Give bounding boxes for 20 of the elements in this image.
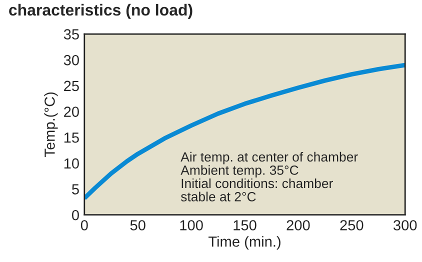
annotation: Air temp. at center of chamber Ambient temp. 35°C Initial conditions: chamber stable at 2°C [180,152,358,202]
y-tick-label: 0 [72,210,79,220]
y-tick-label: 35 [64,29,79,40]
chart-title: characteristics (no load) [9,4,192,19]
y-tick-label: 25 [64,80,79,92]
x-tick-label: 300 [394,220,417,230]
x-axis-title: Time (min.) [208,236,280,250]
y-tick-label: 5 [72,184,79,194]
y-tick-label: 30 [64,54,79,66]
x-tick-label: 50 [130,220,146,230]
x-tick-label: 200 [286,220,310,230]
x-tick-label: 0 [80,220,88,230]
x-tick-label: 150 [234,220,256,230]
y-axis-title: Temp.(°C) [44,92,58,158]
y-tick-label: 10 [64,158,79,169]
y-tick-label: 15 [64,132,79,143]
y-tick-label: 20 [64,106,79,117]
line-series [84,62,406,201]
x-tick-label: 250 [340,220,364,230]
x-tick-label: 100 [180,220,203,230]
